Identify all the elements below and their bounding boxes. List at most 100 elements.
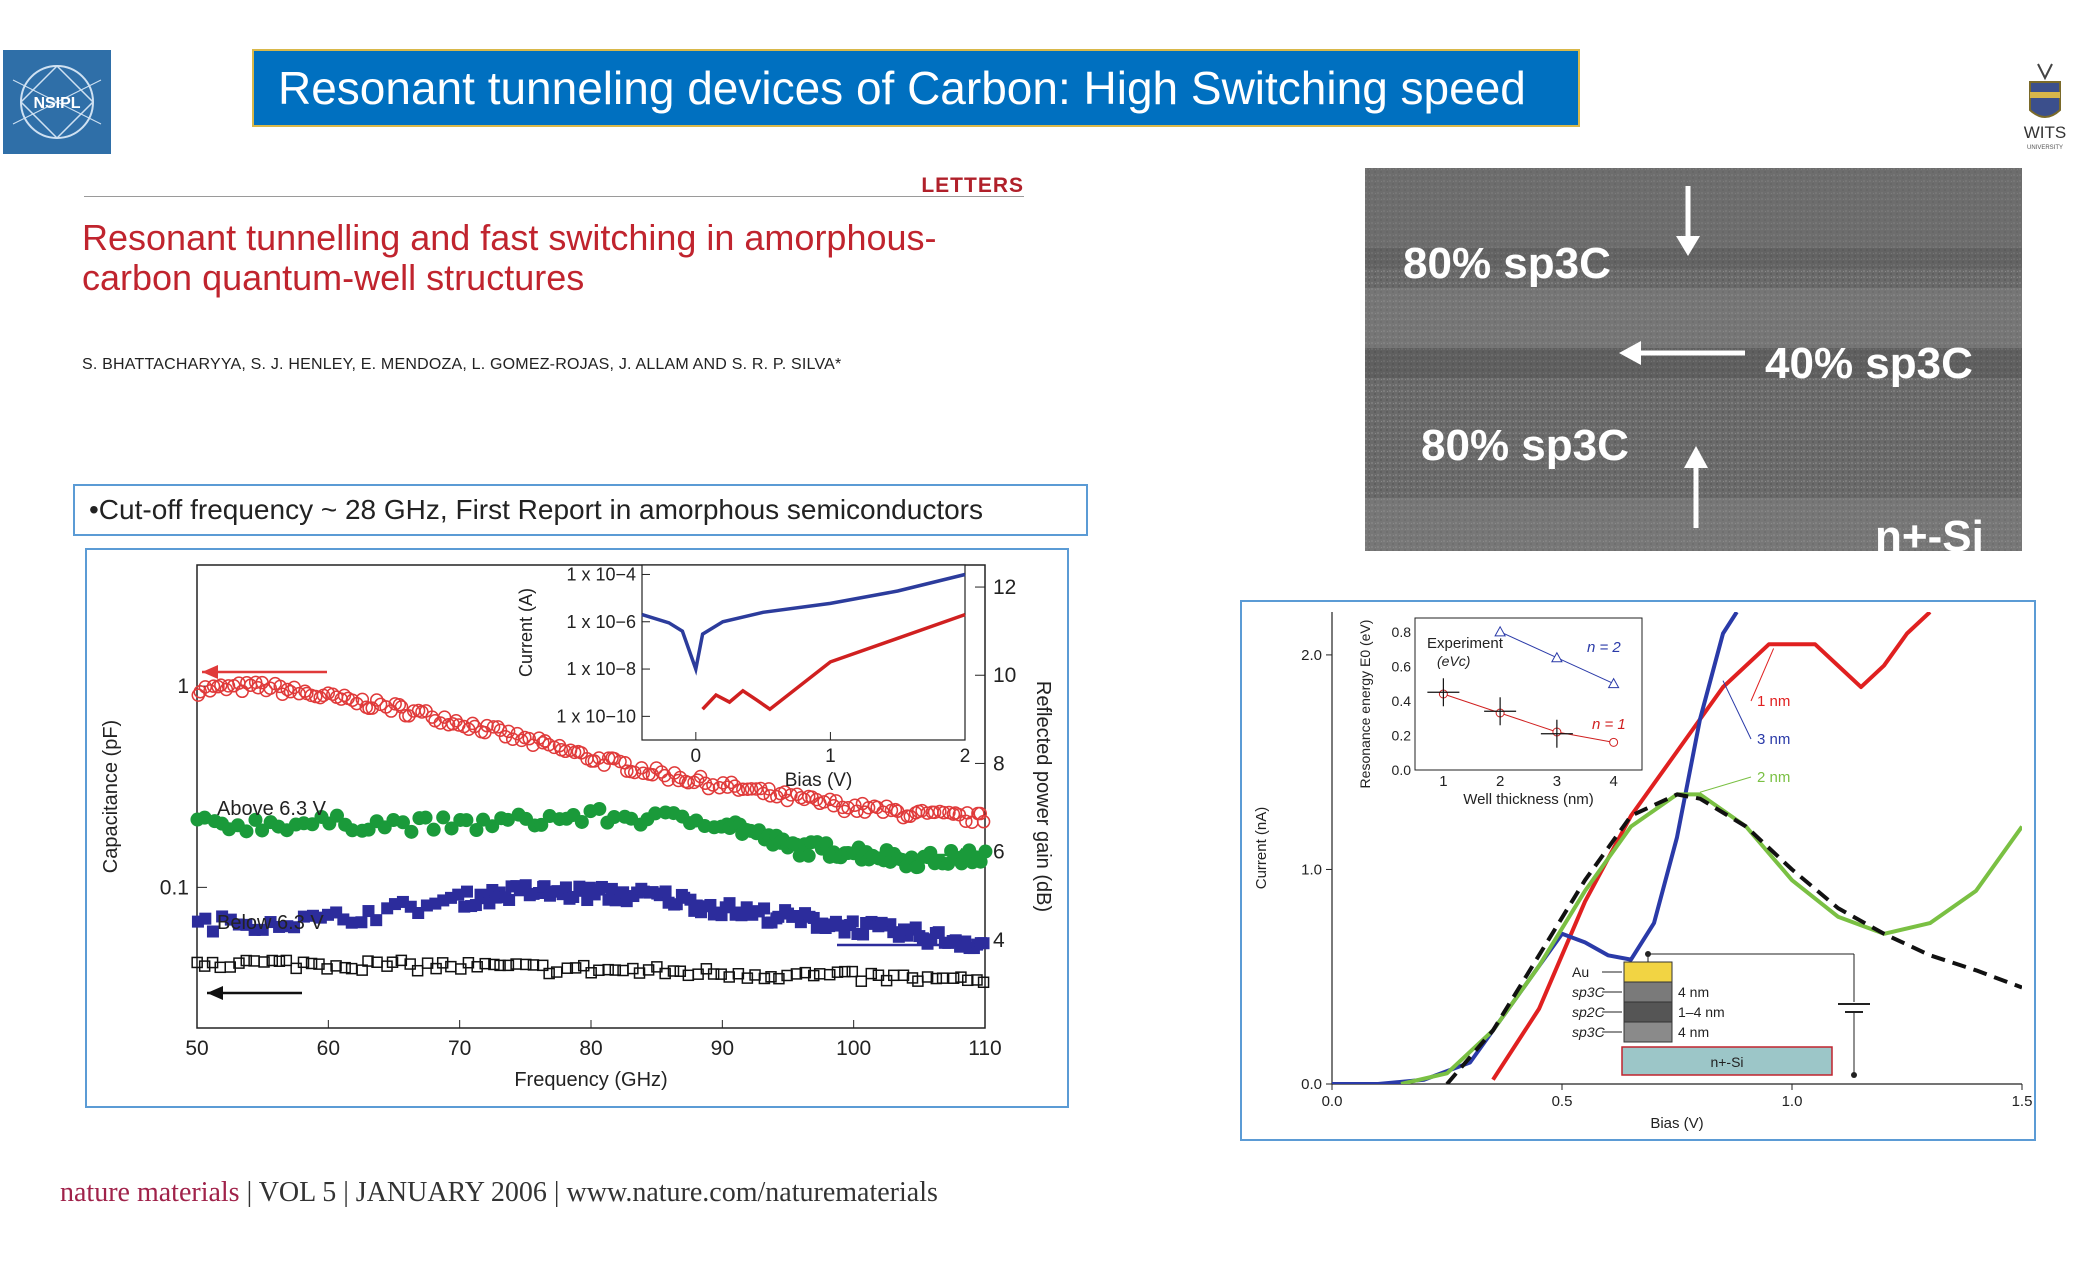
y2-tick-label: 4 bbox=[993, 929, 1005, 952]
data-point bbox=[206, 925, 219, 938]
data-point bbox=[339, 961, 351, 974]
data-point bbox=[345, 693, 360, 707]
x-tick-label: 60 bbox=[317, 1037, 340, 1060]
data-point bbox=[973, 806, 987, 821]
inset-annotation-n2: n = 2 bbox=[1587, 639, 1621, 656]
data-point bbox=[577, 959, 590, 972]
data-point bbox=[436, 957, 449, 969]
layer-sp3c-bottom bbox=[1623, 1021, 1673, 1043]
y2-tick-label: 8 bbox=[993, 752, 1005, 775]
data-point bbox=[365, 701, 379, 715]
data-point bbox=[674, 965, 687, 977]
data-point bbox=[224, 961, 236, 973]
journal-citation: | VOL 5 | JANUARY 2006 | www.nature.com/… bbox=[239, 1177, 938, 1208]
inset-x-tick-label: 2 bbox=[960, 746, 971, 767]
data-point bbox=[199, 912, 212, 925]
inset-annotation-evc: (eVc) bbox=[1437, 653, 1470, 669]
inset-y-tick-label: 0.8 bbox=[1392, 624, 1412, 640]
inset-point bbox=[1607, 677, 1620, 689]
inset-x-tick-label: 4 bbox=[1609, 773, 1617, 790]
y2-tick-label: 10 bbox=[993, 664, 1016, 687]
inset-y-tick-label: 1 x 10−10 bbox=[556, 706, 636, 726]
nsipl-logo-text: NSIPL bbox=[33, 95, 80, 112]
data-point bbox=[362, 905, 375, 918]
y-axis-label: Capacitance (pF) bbox=[100, 720, 122, 873]
data-point bbox=[790, 968, 803, 980]
data-point bbox=[846, 965, 859, 978]
data-point bbox=[479, 957, 491, 970]
data-point bbox=[858, 805, 872, 819]
data-point bbox=[839, 965, 851, 978]
data-point bbox=[520, 958, 532, 971]
data-point bbox=[627, 765, 642, 780]
inset-series-line bbox=[641, 572, 966, 676]
data-point bbox=[345, 823, 360, 838]
inset-x-tick-label: 3 bbox=[1553, 773, 1561, 790]
x-tick-label: 0.5 bbox=[1552, 1093, 1573, 1110]
journal-brand: nature materials bbox=[60, 1177, 240, 1208]
inset-point bbox=[1609, 737, 1619, 747]
data-point bbox=[558, 744, 573, 759]
layer-au bbox=[1623, 961, 1673, 983]
data-point bbox=[799, 966, 812, 979]
data-point bbox=[633, 967, 646, 979]
data-point bbox=[846, 915, 859, 928]
x-axis-label: Frequency (GHz) bbox=[514, 1069, 667, 1091]
inset-y-axis-label: Current (A) bbox=[516, 588, 536, 677]
data-point bbox=[221, 679, 236, 693]
inset-x-tick-label: 2 bbox=[1496, 773, 1504, 790]
data-point bbox=[430, 962, 442, 975]
tem-label-bottom: 80% sp3C bbox=[1421, 421, 1629, 470]
data-point bbox=[494, 959, 506, 972]
data-point bbox=[602, 963, 614, 976]
data-point bbox=[536, 959, 549, 972]
data-point bbox=[597, 758, 611, 772]
data-point bbox=[313, 690, 327, 705]
data-point bbox=[239, 824, 254, 839]
data-point bbox=[592, 751, 606, 765]
tem-micrograph: 80% sp3C 40% sp3C 80% sp3C n+-Si bbox=[1365, 168, 2022, 551]
data-point bbox=[807, 969, 820, 982]
x-tick-label: 1.5 bbox=[2012, 1093, 2033, 1110]
data-point bbox=[233, 957, 245, 969]
data-point bbox=[681, 775, 695, 790]
wits-logo-text: WITS bbox=[2024, 123, 2067, 142]
data-point bbox=[723, 897, 736, 910]
data-point bbox=[263, 681, 278, 695]
data-point bbox=[392, 698, 407, 712]
series-leader bbox=[1750, 648, 1775, 702]
current-bias-chart: 0.0 0.5 1.0 1.5 0.0 1.0 2.0 Bias (V) Current (nA… bbox=[1240, 600, 2036, 1141]
data-point bbox=[930, 972, 943, 985]
thickness-label: 1–4 nm bbox=[1678, 1004, 1725, 1020]
data-point bbox=[386, 956, 399, 968]
inset-y-tick-label: 1 x 10−6 bbox=[566, 612, 636, 632]
data-point bbox=[609, 964, 622, 976]
data-point bbox=[762, 782, 776, 796]
data-point bbox=[191, 956, 203, 969]
inset-x-tick-label: 0 bbox=[691, 746, 702, 767]
y-tick-label: 1 bbox=[177, 675, 189, 698]
data-point bbox=[501, 724, 516, 739]
arrow-right-green-head bbox=[961, 848, 977, 862]
data-point bbox=[659, 967, 671, 980]
node bbox=[1851, 1072, 1857, 1078]
y2-tick-label: 6 bbox=[993, 841, 1005, 864]
data-point bbox=[932, 926, 945, 939]
data-point bbox=[527, 959, 540, 971]
data-point bbox=[370, 914, 383, 927]
data-point bbox=[936, 972, 949, 984]
data-point bbox=[736, 782, 750, 796]
data-point bbox=[502, 959, 515, 972]
data-point bbox=[607, 810, 622, 825]
tem-label-top: 80% sp3C bbox=[1403, 239, 1611, 288]
data-point bbox=[855, 975, 868, 987]
inset-series-line bbox=[701, 612, 966, 712]
data-point bbox=[592, 801, 607, 816]
inset-y-tick-label: 0.6 bbox=[1392, 658, 1412, 674]
data-point bbox=[355, 916, 368, 929]
data-point bbox=[469, 899, 482, 912]
inset-x-axis-label: Well thickness (nm) bbox=[1463, 791, 1594, 808]
data-point bbox=[744, 782, 759, 796]
data-point bbox=[488, 958, 500, 971]
